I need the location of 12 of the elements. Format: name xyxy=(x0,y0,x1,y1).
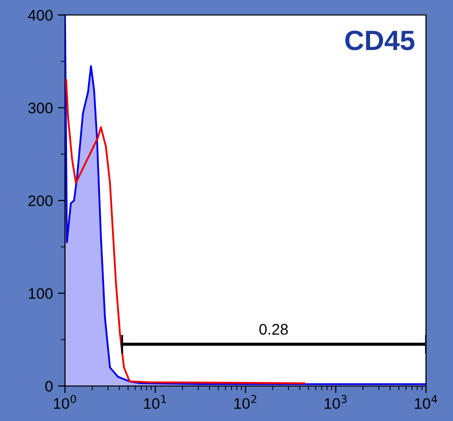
y-tick-label: 300 xyxy=(28,102,53,114)
y-tick-label: 200 xyxy=(28,195,53,206)
x-tick-label: 10$^{2}$ xyxy=(234,394,256,409)
y-tick-label: 400 xyxy=(28,10,53,21)
y-tick-label: 100 xyxy=(28,288,53,299)
chart-title: CD45 xyxy=(345,30,414,50)
x-tick-label: 10$^{1}$ xyxy=(144,395,166,409)
x-tick-label: 10$^{0}$ xyxy=(54,394,76,409)
y-tick-label: 0 xyxy=(45,380,53,392)
x-tick-label: 10$^{4}$ xyxy=(414,395,438,409)
annotation: 0.28 xyxy=(259,324,288,335)
x-tick-label: 10$^{3}$ xyxy=(324,394,347,409)
